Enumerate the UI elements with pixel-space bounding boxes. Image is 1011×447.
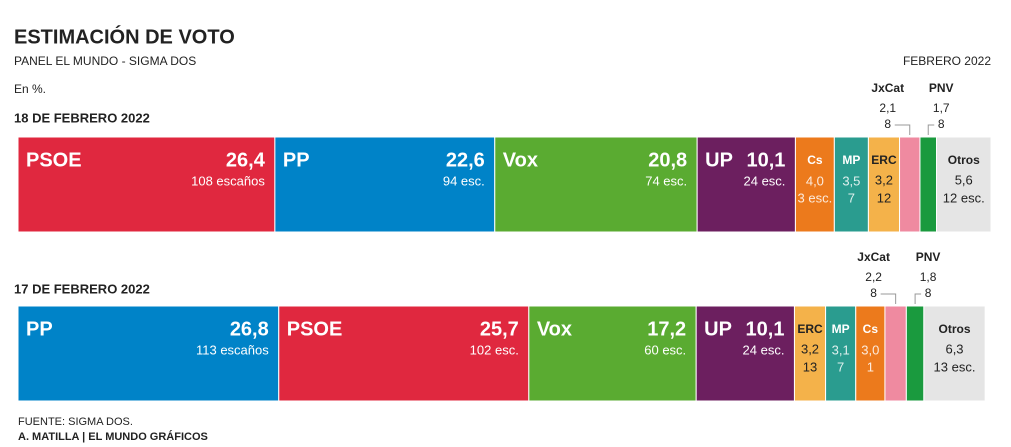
value-label: 3,2 — [801, 341, 819, 356]
credit: A. MATILLA | EL MUNDO GRÁFICOS — [18, 430, 208, 443]
segment — [695, 305, 795, 402]
row-label: 17 DE FEBRERO 2022 — [14, 281, 150, 296]
segment — [936, 136, 992, 233]
segment — [923, 305, 986, 402]
party-name: ERC — [871, 153, 897, 167]
segment — [696, 136, 796, 233]
seats: 113 escaños — [196, 342, 269, 357]
party-name: Otros — [939, 322, 971, 336]
value-label: 6,3 — [945, 341, 963, 356]
party-name: UP — [705, 149, 733, 171]
value-label: 3,2 — [875, 172, 893, 187]
segment — [825, 305, 857, 402]
party-name: PP — [26, 318, 53, 340]
value-label: 3,1 — [832, 342, 850, 357]
party-name: ERC — [797, 322, 823, 336]
segment — [905, 305, 925, 402]
leader-line — [880, 293, 897, 304]
value-label: 1,7 — [933, 101, 950, 115]
seats: 7 — [848, 190, 855, 205]
segment — [793, 305, 827, 402]
party-name: MP — [832, 322, 850, 336]
party-name: JxCat — [857, 250, 890, 264]
seats: 8 — [925, 286, 932, 300]
segment — [278, 305, 530, 402]
value-label: 22,6 — [446, 149, 485, 171]
party-name: PNV — [916, 250, 941, 264]
seats: 3 esc. — [798, 190, 833, 205]
segment — [833, 136, 869, 233]
value-label: 4,0 — [806, 173, 824, 188]
party-name: Cs — [863, 322, 879, 336]
subtitle: PANEL EL MUNDO - SIGMA DOS — [14, 54, 196, 68]
party-name: PNV — [929, 81, 954, 95]
value-label: 1,8 — [920, 270, 937, 284]
seats: 8 — [884, 117, 891, 131]
row-label: 18 DE FEBRERO 2022 — [14, 110, 150, 125]
seats: 8 — [870, 286, 877, 300]
seats: 13 esc. — [934, 359, 976, 374]
party-name: JxCat — [871, 81, 904, 95]
seats: 24 esc. — [743, 342, 785, 357]
date: FEBRERO 2022 — [903, 54, 991, 68]
seats: 7 — [837, 359, 844, 374]
leader-line — [927, 124, 935, 135]
party-name: Vox — [503, 149, 538, 171]
party-name: MP — [842, 153, 860, 167]
party-name: UP — [704, 318, 732, 340]
party-name: Cs — [807, 153, 823, 167]
value-label: 3,5 — [842, 173, 860, 188]
seats: 60 esc. — [644, 342, 686, 357]
segment — [17, 136, 276, 233]
value-label: 10,1 — [746, 318, 785, 340]
value-label: 2,2 — [865, 270, 882, 284]
seats: 12 — [877, 190, 891, 205]
party-name: Vox — [537, 318, 572, 340]
segment — [494, 136, 698, 233]
value-label: 2,1 — [879, 101, 896, 115]
value-label: 20,8 — [648, 149, 687, 171]
party-name: PSOE — [287, 318, 343, 340]
seats: 12 esc. — [943, 190, 985, 205]
seats: 108 escaños — [191, 173, 265, 188]
party-name: Otros — [948, 153, 980, 167]
seats: 13 — [803, 359, 817, 374]
seats: 1 — [867, 359, 874, 374]
seats: 74 esc. — [645, 173, 687, 188]
title: ESTIMACIÓN DE VOTO — [14, 24, 235, 48]
seats: 94 esc. — [443, 173, 485, 188]
value-label: 26,8 — [230, 318, 269, 340]
value-label: 25,7 — [480, 318, 519, 340]
leader-line — [914, 293, 922, 304]
segment — [794, 136, 835, 233]
value-label: 10,1 — [746, 149, 785, 171]
segment — [867, 136, 901, 233]
segment — [884, 305, 907, 402]
party-name: PP — [283, 149, 310, 171]
value-label: 26,4 — [226, 149, 266, 171]
unit: En %. — [14, 82, 46, 96]
leader-line — [894, 124, 911, 135]
segment — [899, 136, 921, 233]
party-name: PSOE — [26, 149, 82, 171]
seats: 8 — [938, 117, 945, 131]
source: FUENTE: SIGMA DOS. — [18, 416, 133, 428]
seats: 102 esc. — [470, 342, 519, 357]
value-label: 3,0 — [861, 342, 879, 357]
segment — [274, 136, 496, 233]
value-label: 5,6 — [955, 172, 973, 187]
value-label: 17,2 — [647, 318, 686, 340]
seats: 24 esc. — [744, 173, 786, 188]
segment — [919, 136, 938, 233]
segment — [17, 305, 280, 402]
